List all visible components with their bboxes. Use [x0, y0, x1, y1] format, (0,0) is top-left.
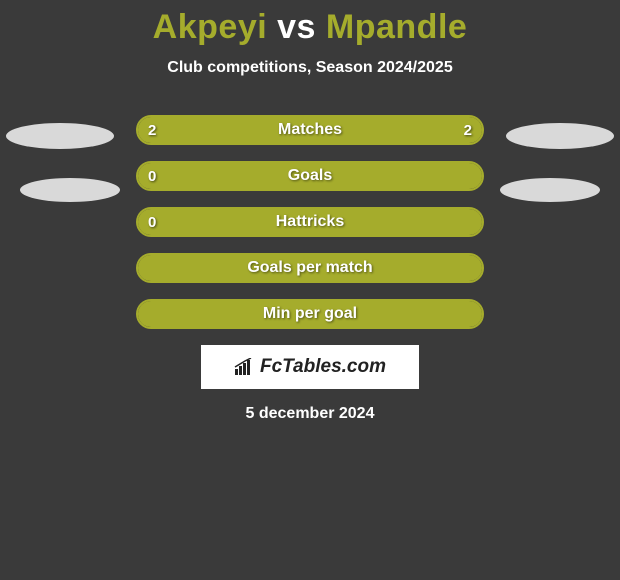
stat-bar-track: Min per goal: [136, 299, 484, 329]
stat-row: Min per goal: [0, 299, 620, 329]
stat-bar-track: Goals: [136, 161, 484, 191]
subtitle: Club competitions, Season 2024/2025: [0, 59, 620, 77]
avatar-placeholder: [506, 123, 614, 149]
stat-value-left: 0: [148, 207, 156, 237]
player2-name: Mpandle: [326, 8, 467, 46]
stat-row: Hattricks0: [0, 207, 620, 237]
stat-bar-track: Matches: [136, 115, 484, 145]
avatar-placeholder: [20, 178, 120, 202]
stat-label: Matches: [138, 117, 482, 143]
logo-box: FcTables.com: [201, 345, 419, 389]
stat-value-right: 2: [464, 115, 472, 145]
vs-text: vs: [277, 8, 316, 46]
page-title: Akpeyi vs Mpandle: [0, 0, 620, 47]
avatar-placeholder: [6, 123, 114, 149]
date: 5 december 2024: [0, 405, 620, 423]
stat-label: Hattricks: [138, 209, 482, 235]
logo-text: FcTables.com: [260, 356, 386, 378]
player1-name: Akpeyi: [153, 8, 268, 46]
stat-value-left: 2: [148, 115, 156, 145]
stat-row: Goals per match: [0, 253, 620, 283]
stat-label: Goals: [138, 163, 482, 189]
stat-value-left: 0: [148, 161, 156, 191]
avatar-placeholder: [500, 178, 600, 202]
stat-bar-track: Goals per match: [136, 253, 484, 283]
stat-label: Goals per match: [138, 255, 482, 281]
stat-label: Min per goal: [138, 301, 482, 327]
logo: FcTables.com: [234, 356, 386, 378]
stat-bar-track: Hattricks: [136, 207, 484, 237]
stats-rows: Matches22Goals0Hattricks0Goals per match…: [0, 115, 620, 329]
chart-icon: [234, 358, 256, 376]
